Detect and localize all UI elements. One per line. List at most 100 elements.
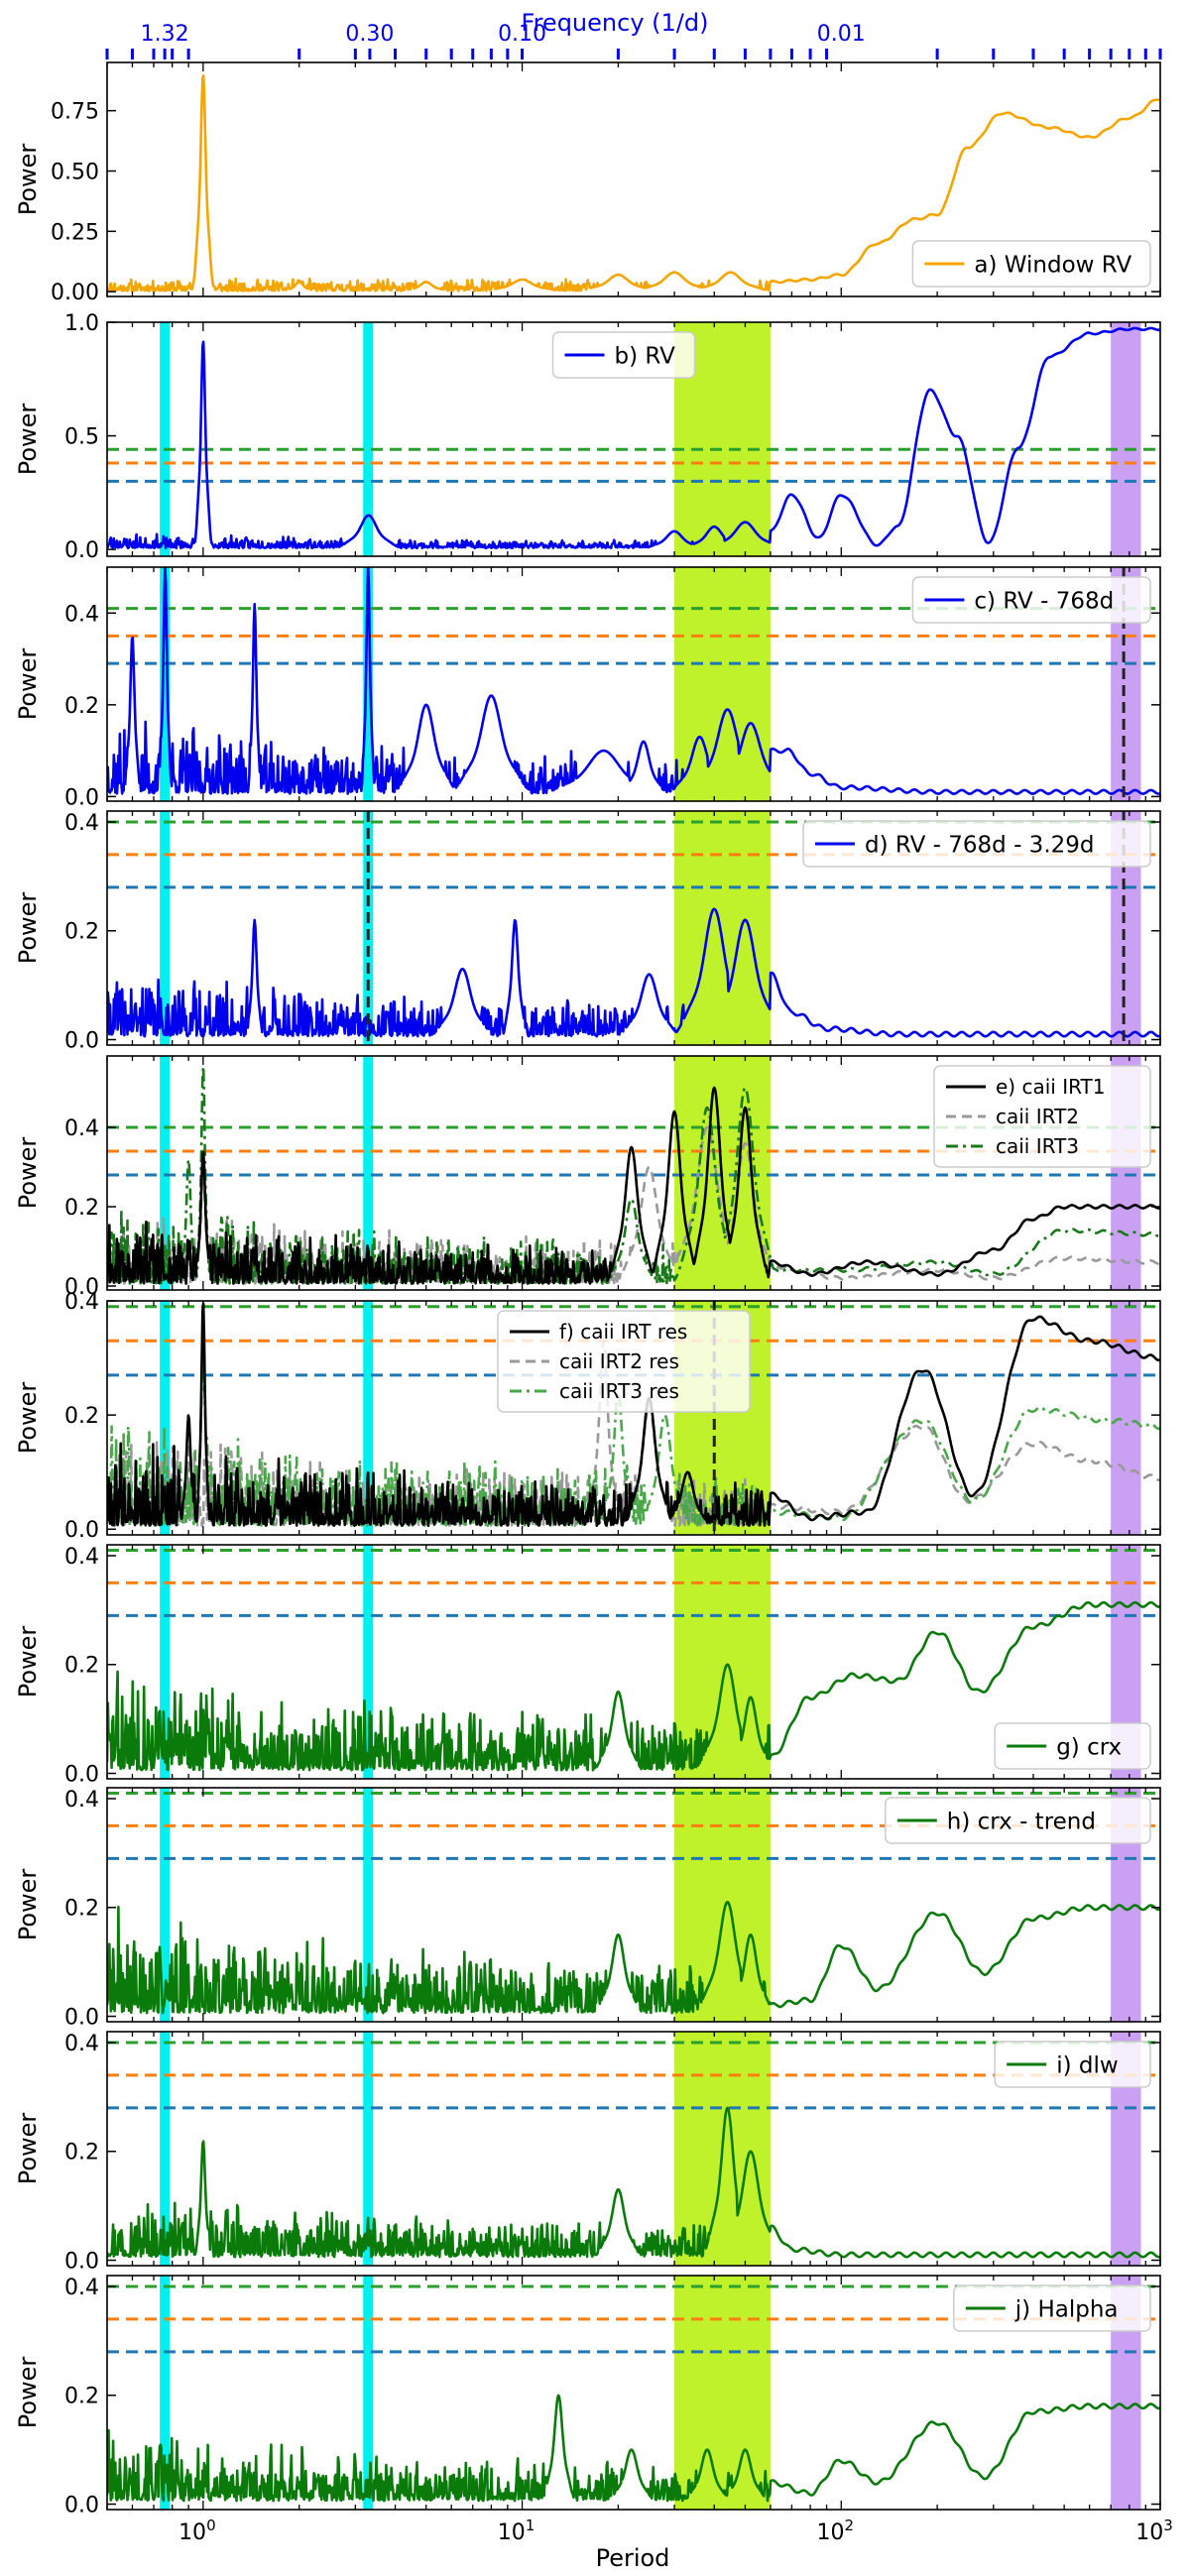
- legend: j) Halpha: [953, 2284, 1151, 2332]
- y-axis-label: Power: [14, 1137, 42, 1210]
- y-tick-label: 0.00: [51, 281, 99, 305]
- legend-box: [994, 2041, 1151, 2088]
- panel-frame: [106, 1787, 1161, 2023]
- panel-h: 0.0 0.2 0.4 Power h) crx - trend: [14, 1787, 1161, 2031]
- legend: d) RV - 768d - 3.29d: [802, 820, 1151, 868]
- legend: f) caii IRT res caii IRT2 res caii IRT3 re…: [497, 1310, 751, 1413]
- panel-frame: [106, 1300, 1161, 1536]
- legend-label: h) crx - trend: [947, 1809, 1096, 1834]
- y-tick-label: 0.4: [64, 1290, 99, 1315]
- y-tick-label: 0.4: [64, 2032, 99, 2056]
- legend-box: [933, 1065, 1151, 1168]
- series-line-f-caii-irt-res: [107, 1302, 1160, 1528]
- cyan-line: [363, 567, 374, 801]
- y-tick-label: 0.2: [64, 1654, 99, 1679]
- y-axis-label: Power: [14, 404, 42, 476]
- legend-label: caii IRT2 res: [559, 1349, 679, 1373]
- panel-frame: [106, 1544, 1161, 1780]
- legend-label: caii IRT3: [996, 1134, 1079, 1158]
- legend-label: a) Window RV: [974, 252, 1131, 278]
- y-tick-label: 0.0: [64, 2006, 99, 2031]
- legend-box: [885, 1797, 1151, 1844]
- y-tick-label: 0.4: [64, 2276, 99, 2300]
- y-tick-label: 0.0: [64, 2250, 99, 2275]
- cyan-line: [160, 811, 171, 1045]
- cyan-line: [160, 1788, 171, 2022]
- series-line-j-halpha: [107, 2394, 1160, 2503]
- legend: e) caii IRT1 caii IRT2 caii IRT3: [933, 1065, 1151, 1168]
- legend-label: c) RV - 768d: [974, 588, 1114, 614]
- legend-label: e) caii IRT1: [996, 1075, 1105, 1099]
- series-line-caii-irt3-res: [107, 1357, 1160, 1528]
- legend-label: caii IRT2: [996, 1105, 1079, 1128]
- y-axis-label: Power: [14, 144, 42, 216]
- y-tick-label: 0.0: [64, 538, 99, 563]
- legend-box: [911, 240, 1151, 288]
- legend-label: d) RV - 768d - 3.29d: [865, 832, 1095, 858]
- legend: i) dlw: [994, 2041, 1151, 2088]
- panel-plot-area: [107, 322, 1160, 556]
- cyan-line: [160, 2032, 171, 2266]
- legend: b) RV: [551, 331, 696, 379]
- y-tick-label: 0.2: [64, 694, 99, 719]
- y-tick-label: 0.0: [64, 1763, 99, 1788]
- cyan-line: [363, 2276, 374, 2510]
- cyan-line: [160, 567, 171, 801]
- legend-label: i) dlw: [1056, 2052, 1118, 2078]
- series-line-g-crx: [107, 1600, 1160, 1772]
- y-tick-label: 1.0: [64, 311, 99, 336]
- top-axis-tick-label: 0.01: [817, 22, 866, 47]
- panel-plot-area: [107, 73, 1160, 293]
- legend-label: caii IRT3 res: [559, 1379, 679, 1403]
- cyan-line: [160, 1056, 171, 1290]
- y-tick-label: 0.4: [64, 1788, 99, 1813]
- legend-box: [994, 1722, 1151, 1770]
- series-line-e-caii-irt1: [107, 1086, 1160, 1285]
- purple-band: [1111, 1301, 1141, 1535]
- y-axis-label: Power: [14, 2113, 42, 2185]
- legend-box: [953, 2284, 1151, 2332]
- legend-label: j) Halpha: [1014, 2296, 1119, 2322]
- top-frequency-axis: 1.32 0.30 0.10 0.01: [105, 22, 1162, 59]
- panel-j: 0.0 0.2 0.4 Power j) Halpha 100 101 102 103: [14, 2275, 1173, 2545]
- legend-label: g) crx: [1056, 1734, 1122, 1760]
- top-axis-tick-label: 1.32: [141, 22, 189, 47]
- cyan-line: [363, 1056, 374, 1290]
- panel-frame: [106, 810, 1161, 1046]
- y-tick-label: 0.4: [64, 602, 99, 627]
- y-tick-label: 0.0: [64, 1275, 99, 1300]
- green-band: [674, 2276, 771, 2510]
- legend-label: b) RV: [615, 343, 676, 369]
- y-tick-label: 0.2: [64, 1404, 99, 1429]
- series-line-h-crx-trend: [107, 1901, 1160, 2015]
- panel-b: 0.0 0.5 1.0 Power b) RV: [14, 311, 1161, 563]
- panel-frame: [106, 321, 1161, 557]
- x-tick-label: 101: [498, 2517, 536, 2545]
- green-band: [674, 1545, 771, 1779]
- purple-band: [1111, 322, 1141, 556]
- cyan-line: [363, 322, 374, 556]
- legend-box: [497, 1310, 751, 1413]
- top-axis-tick-label: 0.30: [345, 22, 394, 47]
- panel-g: 0.0 0.2 0.4 Power g) crx: [14, 1544, 1161, 1788]
- cyan-line: [363, 1545, 374, 1779]
- legend-box: [551, 331, 696, 379]
- cyan-line: [160, 2276, 171, 2510]
- y-tick-label: 0.75: [51, 100, 99, 125]
- y-tick-label: 0.2: [64, 2141, 99, 2166]
- y-tick-label: 0.0: [64, 785, 99, 810]
- panel-frame: [106, 61, 1161, 297]
- legend: g) crx: [994, 1722, 1151, 1770]
- top-axis-label: Frequency (1/d): [522, 9, 709, 37]
- panel-e: 0.0 0.2 0.4 Power e) caii IRT1 caii IRT2 caii …: [14, 1055, 1161, 1300]
- y-axis-label: Power: [14, 2357, 42, 2429]
- panel-frame: [106, 2275, 1161, 2511]
- panel-frame: [106, 566, 1161, 802]
- y-tick-label: 0.25: [51, 220, 99, 245]
- legend-label: f) caii IRT res: [559, 1320, 687, 1344]
- y-tick-label: 0.2: [64, 920, 99, 945]
- cyan-line: [363, 1301, 374, 1535]
- legend: h) crx - trend: [885, 1797, 1151, 1844]
- series-line-i-dlw: [107, 2106, 1160, 2259]
